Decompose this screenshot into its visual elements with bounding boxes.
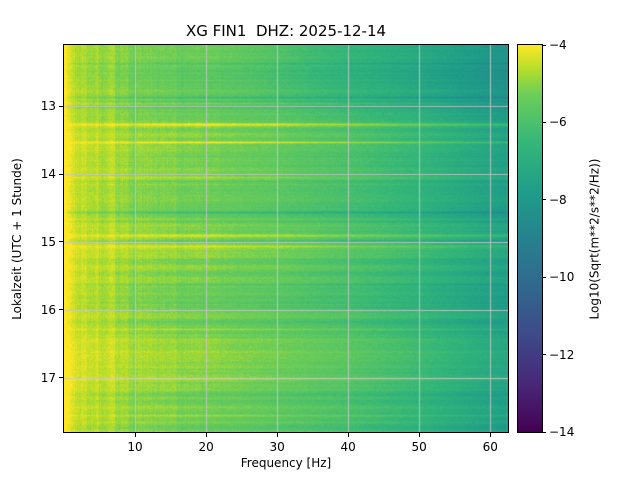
x-tick-mark	[418, 433, 420, 437]
x-tick-mark	[134, 433, 136, 437]
colorbar-tick-label: −4	[549, 38, 567, 52]
y-tick-label: 16	[40, 302, 56, 317]
x-tick-label: 40	[340, 440, 356, 454]
y-tick-mark	[59, 241, 63, 243]
colorbar-tick-label: −14	[549, 425, 575, 439]
x-axis-label: Frequency [Hz]	[240, 456, 332, 470]
colorbar-tick-mark	[542, 44, 546, 46]
x-tick-mark	[347, 433, 349, 437]
y-tick-label: 14	[40, 167, 56, 181]
y-tick-label: 15	[40, 234, 56, 249]
colorbar-tick-mark	[542, 199, 546, 201]
x-tick-label: 30	[269, 440, 285, 454]
colorbar-tick-mark	[542, 121, 546, 123]
x-tick-mark	[205, 433, 207, 437]
colorbar-label: Log10(Sqrt(m**2/s**2/Hz))	[587, 158, 602, 319]
x-tick-label: 10	[127, 440, 143, 454]
colorbar-tick-mark	[542, 276, 546, 278]
colorbar-tick-label: −6	[549, 115, 567, 130]
y-tick-label: 13	[40, 99, 56, 114]
y-tick-label: 17	[40, 370, 56, 385]
y-axis-label: Lokalzeit (UTC + 1 Stunde)	[10, 157, 25, 320]
y-tick-mark	[59, 105, 63, 107]
x-tick-label: 60	[482, 440, 498, 454]
x-tick-label: 50	[411, 440, 427, 454]
colorbar-tick-label: −8	[549, 192, 567, 207]
chart-title: XG FIN1 DHZ: 2025-12-14	[185, 22, 387, 40]
x-tick-label: 20	[198, 440, 214, 454]
colorbar-tick-label: −12	[549, 347, 575, 362]
colorbar-tick-mark	[542, 354, 546, 356]
colorbar-tick-mark	[542, 431, 546, 433]
x-tick-mark	[276, 433, 278, 437]
y-tick-mark	[59, 377, 63, 379]
y-tick-mark	[59, 309, 63, 311]
colorbar-label-container: Log10(Sqrt(m**2/s**2/Hz))	[585, 45, 603, 432]
y-axis-label-container: Lokalzeit (UTC + 1 Stunde)	[8, 45, 26, 432]
colorbar-tick-label: −10	[549, 270, 575, 285]
x-tick-mark	[489, 433, 491, 437]
colorbar	[517, 44, 543, 433]
y-tick-mark	[59, 173, 63, 175]
spectrogram-heatmap	[64, 45, 508, 432]
